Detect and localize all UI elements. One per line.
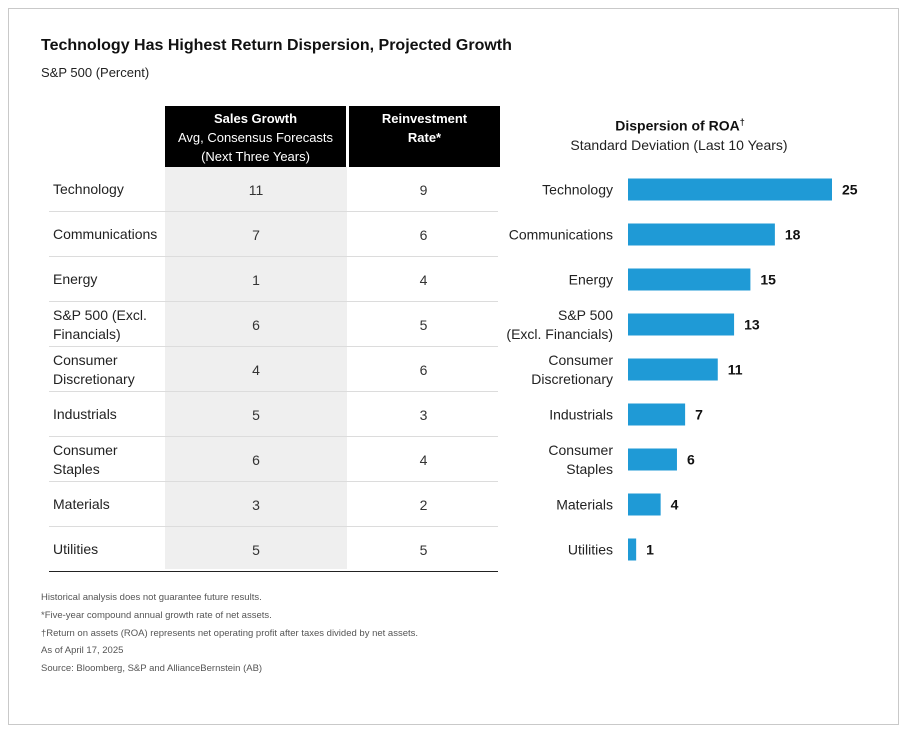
bar-value-label: 18 <box>785 227 801 243</box>
table-row: Consumer Staples 6 4 <box>49 437 498 482</box>
table-row: Energy 1 4 <box>49 257 498 302</box>
row-divider <box>49 256 498 257</box>
row-label: Communications <box>53 226 158 242</box>
row-label: S&P 500 (Excl. Financials) <box>53 306 147 342</box>
chart-title-text: Dispersion of ROA <box>615 117 740 134</box>
category-label: S&P 500 <box>558 307 613 323</box>
bar <box>628 493 661 516</box>
row-divider <box>49 481 498 482</box>
sales-growth-cell: 1 <box>252 271 260 288</box>
bar-value-label: 13 <box>744 317 760 333</box>
table-row: Utilities 5 5 <box>49 527 498 572</box>
row-divider <box>49 301 498 302</box>
sales-growth-cell: 7 <box>252 226 260 243</box>
sales-growth-cell: 5 <box>252 406 260 423</box>
bar-value-label: 1 <box>646 542 654 558</box>
row-divider <box>49 436 498 437</box>
footnote-disclaimer: Historical analysis does not guarantee f… <box>41 592 262 603</box>
sales-growth-header-line3: (Next Three Years) <box>201 149 310 164</box>
reinvestment-header-line1: Reinvestment <box>381 111 468 126</box>
sales-growth-cell: 4 <box>252 361 260 378</box>
table-row: Industrials 5 3 <box>49 392 498 437</box>
bar <box>628 403 686 426</box>
category-label: Consumer <box>548 352 613 368</box>
reinvestment-rate-cell: 3 <box>419 406 428 423</box>
row-label: Utilities <box>53 541 99 557</box>
row-divider <box>49 391 498 392</box>
bar <box>628 448 677 471</box>
bar-value-label: 15 <box>760 272 776 288</box>
table-row: Materials 3 2 <box>49 482 498 527</box>
table-row: S&P 500 (Excl. Financials) 6 5 <box>49 302 498 347</box>
row-divider <box>49 211 498 212</box>
reinvestment-rate-cell: 4 <box>419 451 428 468</box>
footnote-source: Source: Bloomberg, S&P and AllianceBerns… <box>41 663 263 675</box>
bar <box>628 538 637 561</box>
reinvestment-rate-cell: 4 <box>419 271 428 288</box>
row-label: Technology <box>53 181 124 197</box>
sales-growth-cell: 11 <box>248 181 264 198</box>
category-label: Technology <box>542 182 613 198</box>
sales-growth-header-line2: Avg, Consensus Forecasts <box>177 130 334 145</box>
row-label: Energy <box>53 271 98 287</box>
sales-growth-cell: 3 <box>252 496 260 513</box>
row-label: Consumer Staples <box>53 441 118 477</box>
reinvestment-rate-cell: 5 <box>419 316 428 333</box>
bar <box>628 358 718 381</box>
bar-value-label: 7 <box>695 407 703 423</box>
reinvestment-rate-cell: 9 <box>419 181 428 198</box>
category-label: Staples <box>566 461 613 477</box>
row-label: Consumer Discretionary <box>53 351 135 387</box>
table-row: Consumer Discretionary 4 6 <box>49 347 498 392</box>
category-label: Discretionary <box>531 371 613 387</box>
figure-subtitle: S&P 500 (Percent) <box>41 65 150 80</box>
bar <box>628 223 775 246</box>
chart-title-mark: † <box>739 117 745 127</box>
category-label: Consumer <box>548 442 613 458</box>
bar-value-label: 25 <box>842 182 858 198</box>
table-row: Technology 11 9 <box>49 167 498 212</box>
footnote-roa: †Return on assets (ROA) represents net o… <box>41 627 419 639</box>
bar-value-label: 6 <box>687 452 695 468</box>
reinvestment-rate-cell: 5 <box>419 541 428 558</box>
bar <box>628 313 735 336</box>
bar <box>628 178 832 201</box>
sales-growth-header-title: Sales Growth <box>213 111 298 126</box>
reinvestment-rate-header: Reinvestment Rate* <box>349 106 500 167</box>
sales-growth-cell: 6 <box>252 316 260 333</box>
figure-title: Technology Has Highest Return Dispersion… <box>41 37 512 54</box>
bar <box>628 268 751 291</box>
footnotes: Historical analysis does not guarantee f… <box>41 589 418 678</box>
sales-growth-column-shading <box>165 167 347 569</box>
sales-growth-header: Sales Growth Avg, Consensus Forecasts (N… <box>165 106 346 167</box>
bar-value-label: 4 <box>671 497 679 513</box>
row-label: Materials <box>53 496 110 512</box>
row-divider <box>49 526 498 527</box>
reinvestment-rate-cell: 6 <box>419 226 428 243</box>
category-label: Industrials <box>549 407 613 423</box>
row-divider <box>49 571 498 572</box>
table-row: Communications 7 6 <box>49 212 498 257</box>
footnote-date: As of April 17, 2025 <box>41 645 124 657</box>
chart-subtitle: Standard Deviation (Last 10 Years) <box>570 137 788 153</box>
category-label: Utilities <box>568 542 613 558</box>
reinvestment-header-line2: Rate* <box>407 130 442 145</box>
row-label: Industrials <box>53 406 117 422</box>
category-label: Materials <box>556 497 613 513</box>
category-label: Communications <box>509 227 613 243</box>
bar-value-label: 11 <box>728 362 743 378</box>
row-divider <box>49 346 498 347</box>
category-label: Energy <box>569 272 613 288</box>
chart-title: Dispersion of ROA† <box>560 117 800 134</box>
footnote-reinvestment: *Five-year compound annual growth rate o… <box>41 609 272 621</box>
reinvestment-rate-cell: 2 <box>419 496 428 513</box>
category-label: (Excl. Financials) <box>506 326 613 342</box>
reinvestment-rate-cell: 6 <box>419 361 428 378</box>
sales-growth-cell: 6 <box>252 451 260 468</box>
sales-growth-cell: 5 <box>252 541 260 558</box>
